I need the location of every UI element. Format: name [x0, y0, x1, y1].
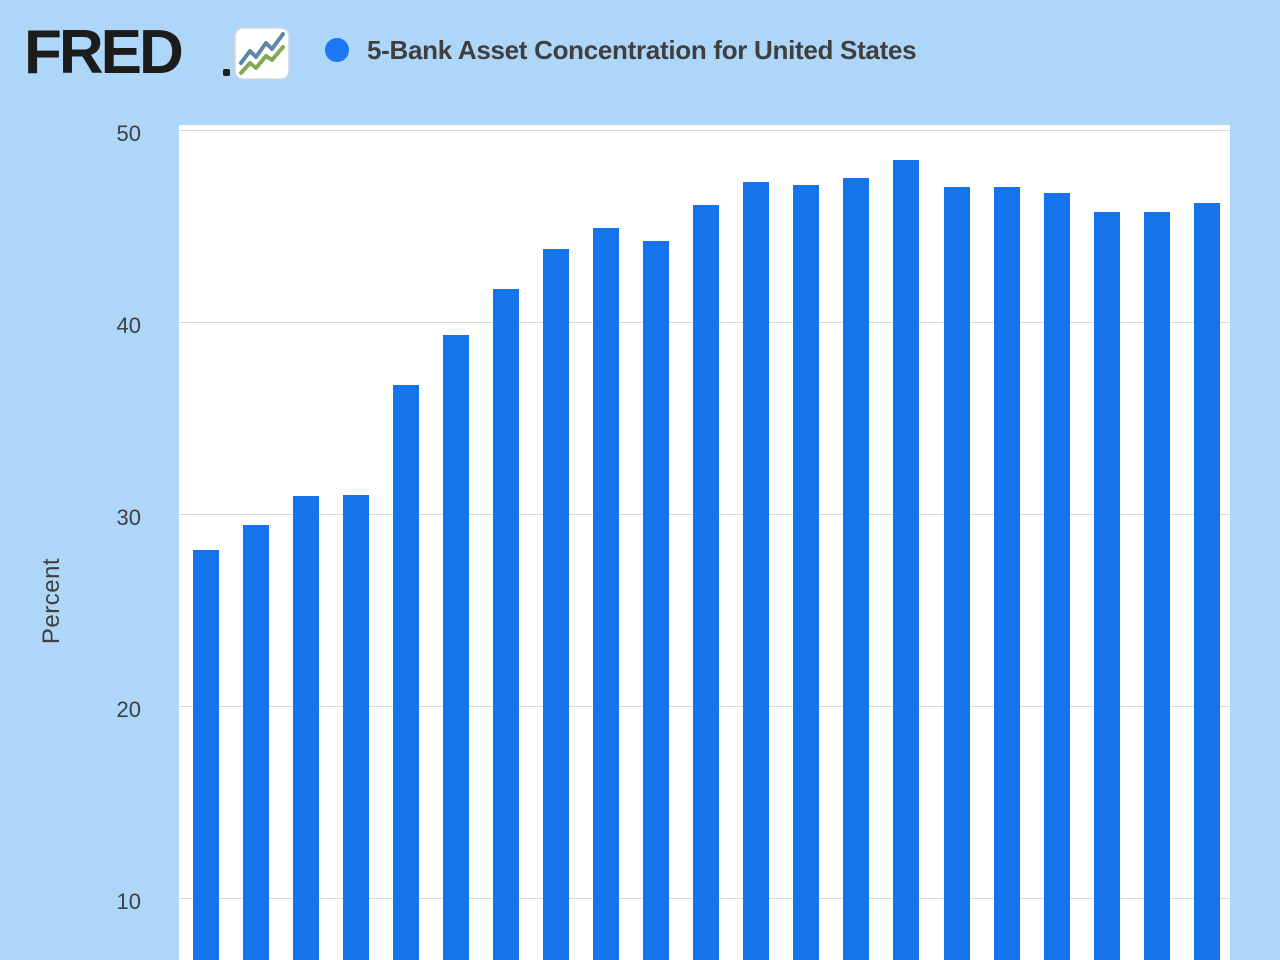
bar[interactable] [342, 494, 369, 960]
bar[interactable] [593, 227, 620, 960]
bar[interactable] [292, 496, 319, 960]
fred-logo-wordmark: FRED [24, 18, 184, 87]
bar[interactable] [993, 187, 1020, 960]
chart-title: 5-Bank Asset Concentration for United St… [367, 35, 917, 65]
bar[interactable] [242, 525, 269, 960]
y-tick-label: 10 [116, 888, 141, 914]
bar[interactable] [442, 335, 469, 960]
bar[interactable] [693, 204, 720, 960]
bar[interactable] [893, 160, 920, 960]
bar[interactable] [493, 289, 519, 960]
series-legend-dot-icon [325, 38, 349, 62]
plot-area [179, 125, 1230, 960]
y-tick-label: 20 [116, 696, 141, 722]
bar[interactable] [943, 187, 970, 960]
bar[interactable] [743, 181, 770, 960]
bar[interactable] [793, 185, 820, 960]
bar[interactable] [1193, 202, 1220, 960]
bar[interactable] [543, 248, 569, 960]
y-tick-label: 40 [116, 312, 141, 338]
bar[interactable] [1043, 193, 1070, 960]
y-axis-title: Percent [38, 557, 65, 645]
fred-logo-link[interactable]: FRED [24, 22, 230, 84]
fred-logo-registered-dot [223, 69, 230, 76]
bar[interactable] [1143, 212, 1170, 960]
bar[interactable] [843, 177, 870, 960]
bar[interactable] [392, 385, 419, 960]
mini-line-chart-icon [234, 27, 290, 80]
y-tick-label: 50 [116, 120, 141, 146]
bar[interactable] [643, 241, 670, 960]
bar[interactable] [1093, 212, 1120, 960]
y-tick-label: 30 [116, 504, 141, 530]
gridline [179, 129, 1230, 131]
bar[interactable] [192, 550, 219, 960]
